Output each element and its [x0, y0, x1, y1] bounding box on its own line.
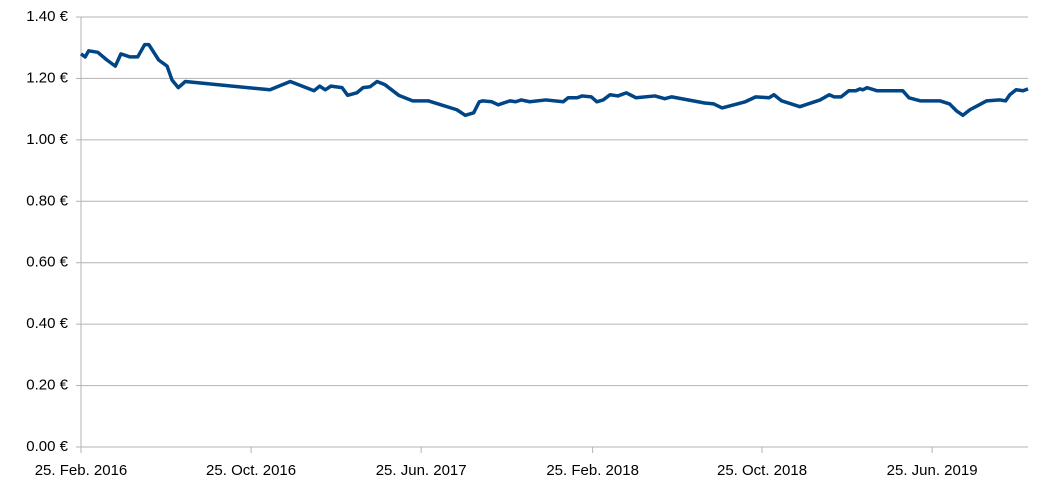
x-tick-label: 25. Feb. 2016: [35, 462, 128, 479]
y-tick-label: 0.20 €: [26, 377, 68, 394]
x-tick-label: 25. Jun. 2019: [887, 462, 978, 479]
y-tick-label: 1.20 €: [26, 69, 68, 86]
x-tick-label: 25. Oct. 2016: [206, 462, 296, 479]
x-tick-label: 25. Feb. 2018: [546, 462, 639, 479]
x-tick-label: 25. Jun. 2017: [376, 462, 467, 479]
y-tick-label: 0.40 €: [26, 315, 68, 332]
y-tick-label: 1.00 €: [26, 131, 68, 148]
x-tick-label: 25. Oct. 2018: [717, 462, 807, 479]
y-tick-label: 0.00 €: [26, 438, 68, 455]
y-tick-label: 1.40 €: [26, 8, 68, 25]
data-line: [79, 42, 1029, 118]
y-tick-label: 0.80 €: [26, 192, 68, 209]
y-tick-label: 0.60 €: [26, 254, 68, 271]
